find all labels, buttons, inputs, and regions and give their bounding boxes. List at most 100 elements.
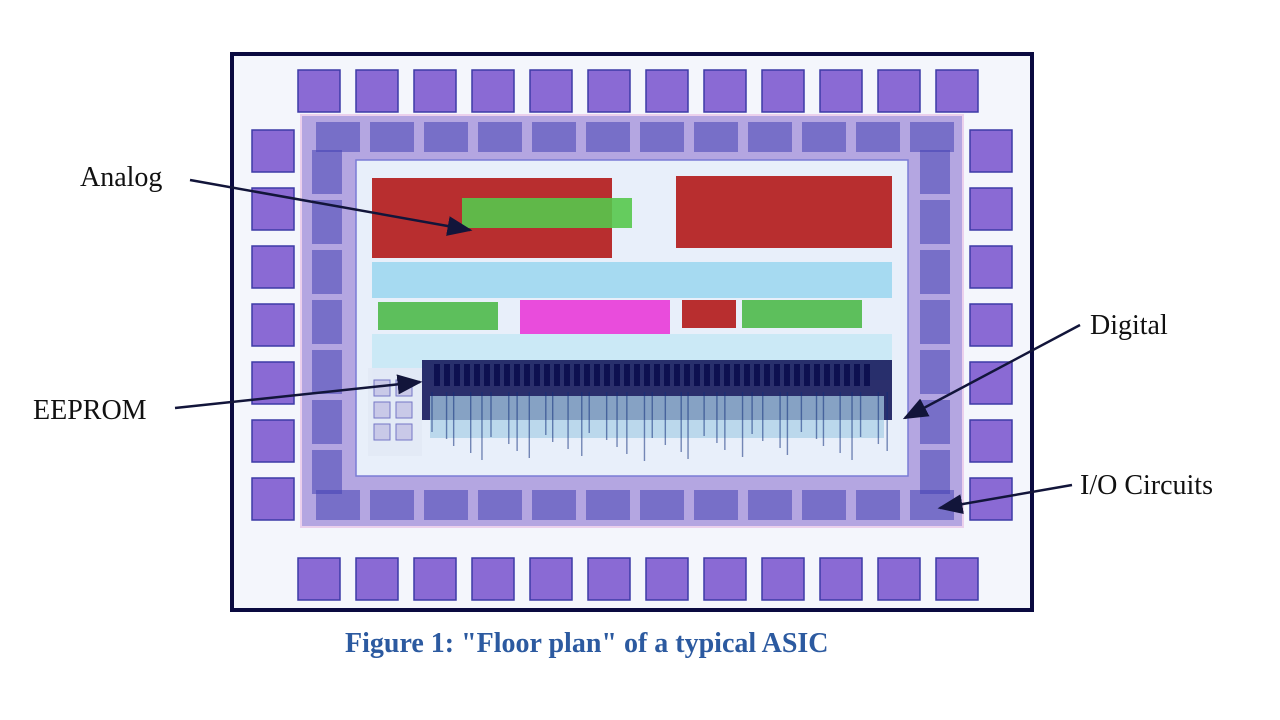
io-cell [856, 122, 900, 152]
digital-comb [704, 364, 710, 386]
bond-pad [936, 558, 978, 600]
digital-comb [454, 364, 460, 386]
bond-pad [970, 362, 1012, 404]
digital-comb [584, 364, 590, 386]
digital-comb [824, 364, 830, 386]
io-cell [312, 300, 342, 344]
bond-pad [588, 70, 630, 112]
bond-pad [970, 188, 1012, 230]
digital-comb [564, 364, 570, 386]
io-cell [370, 122, 414, 152]
digital-comb [794, 364, 800, 386]
io-cell [802, 490, 846, 520]
digital-comb [694, 364, 700, 386]
bond-pad [970, 420, 1012, 462]
mid-magenta [520, 300, 670, 334]
io-cell [920, 300, 950, 344]
digital-comb [754, 364, 760, 386]
bond-pad [252, 130, 294, 172]
digital-comb [524, 364, 530, 386]
bond-pad [646, 70, 688, 112]
digital-comb [634, 364, 640, 386]
label-eeprom: EEPROM [33, 395, 147, 427]
io-cell [478, 490, 522, 520]
digital-comb [604, 364, 610, 386]
bond-pad [588, 558, 630, 600]
label-analog: Analog [80, 162, 162, 194]
io-cell [802, 122, 846, 152]
digital-comb [684, 364, 690, 386]
io-cell [312, 350, 342, 394]
eeprom-cell [374, 424, 390, 440]
io-cell [920, 150, 950, 194]
bond-pad [878, 558, 920, 600]
io-cell [312, 400, 342, 444]
digital-comb [574, 364, 580, 386]
bond-pad [970, 130, 1012, 172]
red-cells-3 [682, 300, 736, 328]
digital-comb [514, 364, 520, 386]
digital-comb [764, 364, 770, 386]
bond-pad [472, 70, 514, 112]
io-cell [640, 122, 684, 152]
green-cells-3 [742, 300, 862, 328]
eeprom-cell [396, 424, 412, 440]
bond-pad [530, 70, 572, 112]
digital-comb [844, 364, 850, 386]
bond-pad [472, 558, 514, 600]
digital-comb [474, 364, 480, 386]
digital-comb [734, 364, 740, 386]
digital-comb [624, 364, 630, 386]
digital-comb [484, 364, 490, 386]
bond-pad [252, 246, 294, 288]
io-cell [370, 490, 414, 520]
digital-comb [444, 364, 450, 386]
io-cell [748, 490, 792, 520]
digital-comb [504, 364, 510, 386]
bond-pad [414, 558, 456, 600]
digital-comb [774, 364, 780, 386]
digital-comb [614, 364, 620, 386]
bond-pad [646, 558, 688, 600]
digital-comb [674, 364, 680, 386]
io-cell [910, 122, 954, 152]
io-cell [920, 250, 950, 294]
digital-comb [434, 364, 440, 386]
digital-comb [714, 364, 720, 386]
io-cell [694, 490, 738, 520]
digital-comb [744, 364, 750, 386]
digital-comb [644, 364, 650, 386]
bond-pad [298, 558, 340, 600]
bond-pad [762, 70, 804, 112]
digital-comb [664, 364, 670, 386]
bond-pad [252, 478, 294, 520]
io-cell [424, 490, 468, 520]
figure-caption: Figure 1: "Floor plan" of a typical ASIC [345, 628, 829, 660]
bond-pad [762, 558, 804, 600]
bond-pad [356, 558, 398, 600]
digital-comb [464, 364, 470, 386]
digital-comb [554, 364, 560, 386]
bond-pad [704, 558, 746, 600]
io-cell [312, 450, 342, 494]
io-cell [532, 122, 576, 152]
label-io-circuits: I/O Circuits [1080, 470, 1213, 502]
io-cell [312, 250, 342, 294]
io-cell [316, 490, 360, 520]
io-cell [920, 450, 950, 494]
bond-pad [970, 246, 1012, 288]
io-cell [478, 122, 522, 152]
io-cell [920, 350, 950, 394]
io-cell [424, 122, 468, 152]
analog-region-r [676, 176, 892, 248]
green-cells-1 [462, 198, 632, 228]
io-cell [586, 122, 630, 152]
io-cell [586, 490, 630, 520]
io-cell [316, 122, 360, 152]
bond-pad [878, 70, 920, 112]
asic-floorplan-diagram [0, 0, 1280, 720]
bond-pad [820, 70, 862, 112]
bond-pad [252, 420, 294, 462]
bond-pad [936, 70, 978, 112]
digital-comb [724, 364, 730, 386]
